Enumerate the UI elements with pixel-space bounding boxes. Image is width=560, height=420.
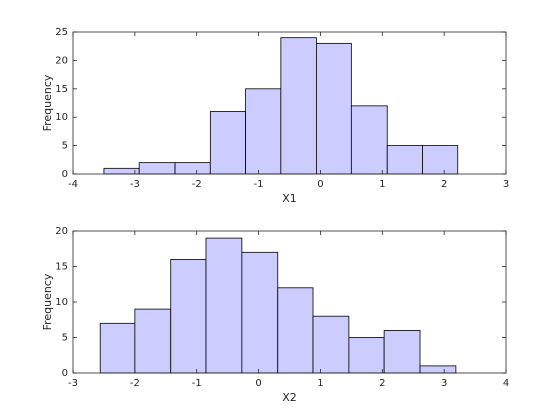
y-tick-label: 10 xyxy=(55,112,68,123)
x-axis-label: X1 xyxy=(282,192,297,205)
x-tick-label: 1 xyxy=(317,378,323,389)
y-tick-label: 20 xyxy=(55,226,68,237)
x-tick-label: 2 xyxy=(441,179,447,190)
histogram-bar xyxy=(312,315,350,374)
histogram-bar xyxy=(386,145,423,175)
x-tick-label: -3 xyxy=(130,179,140,190)
histogram-bar xyxy=(103,167,140,175)
histogram-bar xyxy=(280,37,317,175)
histogram-bar xyxy=(174,162,211,175)
x-tick-label: -2 xyxy=(130,378,140,389)
x-tick-label: 3 xyxy=(441,378,447,389)
y-tick-label: 0 xyxy=(62,169,68,180)
x-tick-label: 3 xyxy=(503,179,509,190)
x-axis-label: X2 xyxy=(282,391,297,404)
y-tick-label: 5 xyxy=(62,333,68,344)
histogram-bar xyxy=(170,258,207,374)
histogram-bar xyxy=(348,337,385,374)
y-tick-label: 0 xyxy=(62,368,68,379)
x-tick-label: -1 xyxy=(254,179,264,190)
y-tick-label: 10 xyxy=(55,297,68,308)
y-tick-label: 5 xyxy=(62,141,68,152)
y-tick-label: 15 xyxy=(55,84,68,95)
histogram-bar xyxy=(209,111,246,175)
x-tick-label: 2 xyxy=(379,378,385,389)
y-tick-label: 15 xyxy=(55,262,68,273)
histogram-bar xyxy=(205,237,243,374)
histogram-bar xyxy=(316,42,352,175)
x-tick-label: -3 xyxy=(68,378,78,389)
histogram-bar xyxy=(245,88,282,175)
x-tick-label: -1 xyxy=(192,378,202,389)
y-tick-label: 25 xyxy=(55,27,68,38)
x-tick-label: -4 xyxy=(68,179,78,190)
y-axis-label: Frequency xyxy=(41,273,54,330)
histogram-bar xyxy=(277,287,314,374)
histogram-bar xyxy=(419,365,457,374)
x-tick-label: 1 xyxy=(379,179,385,190)
y-axis-label: Frequency xyxy=(41,74,54,131)
histogram-bar xyxy=(350,105,388,175)
x-tick-label: 4 xyxy=(503,378,509,389)
y-tick-label: 20 xyxy=(55,55,68,66)
histogram-bar xyxy=(241,251,279,374)
histogram-bar xyxy=(134,308,172,374)
x-tick-label: 0 xyxy=(317,179,323,190)
axes-box xyxy=(72,31,507,175)
histogram-bar xyxy=(422,145,459,175)
histogram-bar xyxy=(383,329,421,374)
x-tick-label: -2 xyxy=(192,179,202,190)
x-tick-label: 0 xyxy=(255,378,261,389)
histogram-bar xyxy=(138,162,176,175)
histogram-bar xyxy=(99,322,136,374)
